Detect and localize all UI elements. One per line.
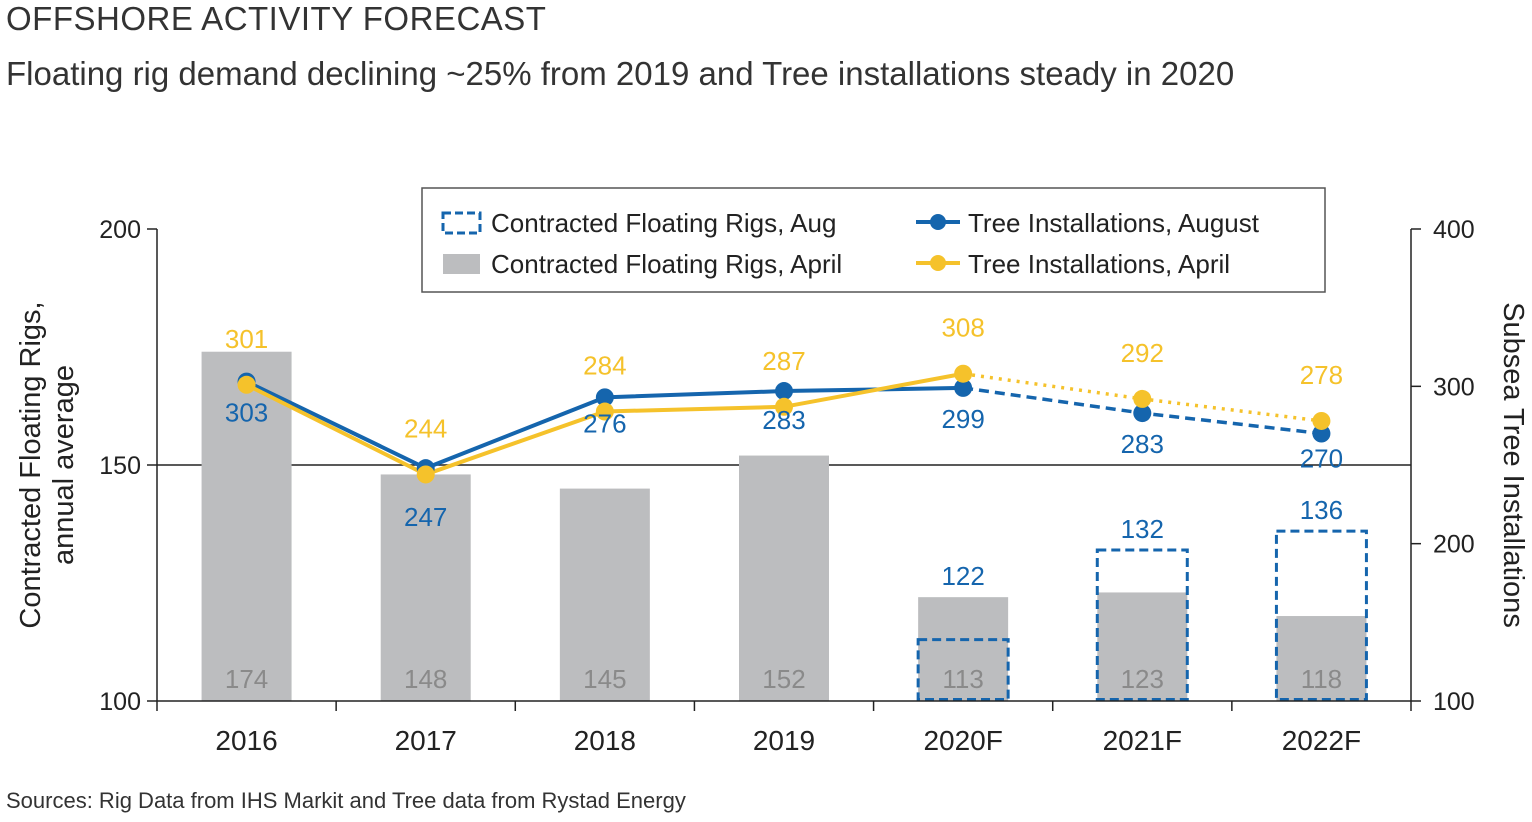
april-label-2019: 287: [762, 346, 805, 376]
bar-top-label-2020F: 122: [941, 561, 984, 591]
april-label-2016: 301: [225, 324, 268, 354]
august-label-2021F: 283: [1121, 429, 1164, 459]
legend-label-april-line: Tree Installations, April: [968, 249, 1230, 279]
bar-bottom-label-2016: 174: [225, 664, 268, 694]
august-label-2017: 247: [404, 502, 447, 532]
april-label-2018: 284: [583, 351, 626, 381]
chart-title: OFFSHORE ACTIVITY FORECAST: [6, 0, 547, 37]
legend-label-april-bars: Contracted Floating Rigs, April: [491, 249, 842, 279]
y-axis-title-left-line-1: annual average: [48, 365, 80, 565]
chart-subtitle: Floating rig demand declining ~25% from …: [6, 55, 1235, 92]
bar-bottom-label-2021F: 123: [1121, 664, 1164, 694]
bar-bottom-label-2018: 145: [583, 664, 626, 694]
bar-bottom-label-2017: 148: [404, 664, 447, 694]
bar-bottom-label-2022F: 118: [1301, 664, 1342, 694]
august-label-2018: 276: [583, 408, 626, 438]
legend-label-aug-bars: Contracted Floating Rigs, Aug: [491, 208, 836, 238]
april-label-2022F: 278: [1300, 360, 1343, 390]
legend-label-august-line: Tree Installations, August: [968, 208, 1260, 238]
august-label-2016: 303: [225, 398, 268, 428]
bar-top-label-2021F: 132: [1121, 514, 1164, 544]
point-august-2021F: [1133, 404, 1152, 423]
bar-april-2020F: [918, 597, 1009, 701]
august-label-2019: 283: [762, 405, 805, 435]
right-tick-label-300: 300: [1433, 373, 1475, 401]
x-label-2017: 2017: [395, 725, 457, 756]
point-april-2020F: [954, 364, 973, 383]
bar-aug-2022F: [1274, 529, 1368, 702]
point-april-2022F: [1312, 411, 1331, 430]
april-label-2021F: 292: [1121, 338, 1164, 368]
x-label-2020F: 2020F: [923, 725, 1002, 756]
point-august-2020F: [954, 378, 973, 397]
legend-swatch-aug-bars: [441, 211, 482, 235]
point-april-2018: [595, 402, 614, 421]
bar-april-2017: [380, 474, 471, 701]
legend-box: [421, 187, 1326, 293]
bar-april-2018: [559, 488, 650, 701]
legend-swatch-april-bars: [443, 254, 480, 274]
point-august-2022F: [1312, 424, 1331, 443]
point-april-2016: [237, 375, 256, 394]
right-tick-label-200: 200: [1433, 531, 1475, 559]
bar-april-2022F: [1276, 616, 1367, 701]
point-april-2019: [775, 397, 793, 416]
bar-bottom-label-2020F: 113: [942, 664, 983, 694]
y-axis-title-left-line-0: Contracted Floating Rigs,: [15, 301, 47, 628]
point-august-2018: [595, 388, 614, 407]
left-tick-label-200: 200: [99, 216, 141, 244]
right-tick-label-400: 400: [1433, 216, 1475, 244]
bar-aug-2020F: [916, 638, 1010, 702]
legend-marker-august-line: [930, 214, 946, 230]
bar-april-2016: [201, 351, 292, 701]
bar-aug-2021F: [1095, 548, 1189, 702]
august-label-2020F: 299: [941, 404, 984, 434]
bar-top-label-2022F: 136: [1300, 495, 1343, 525]
left-tick-label-150: 150: [99, 452, 141, 480]
x-label-2018: 2018: [574, 725, 636, 756]
point-april-2021F: [1133, 389, 1152, 408]
x-label-2016: 2016: [215, 725, 277, 756]
august-label-2022F: 270: [1300, 444, 1343, 474]
y-axis-title-right: Subsea Tree Installations: [1497, 302, 1529, 628]
left-tick-label-100: 100: [99, 688, 141, 716]
source-note: Sources: Rig Data from IHS Markit and Tr…: [6, 788, 686, 813]
april-label-2020F: 308: [941, 313, 984, 343]
legend-marker-april-line: [930, 255, 946, 271]
x-label-2021F: 2021F: [1103, 725, 1182, 756]
right-tick-label-100: 100: [1433, 688, 1475, 716]
bar-bottom-label-2019: 152: [762, 664, 805, 694]
y-axis-title-left: Contracted Floating Rigs,annual average: [15, 301, 80, 628]
point-august-2019: [775, 382, 793, 401]
x-label-2019: 2019: [753, 725, 815, 756]
point-april-2017: [416, 465, 435, 484]
x-label-2022F: 2022F: [1282, 725, 1361, 756]
april-label-2017: 244: [404, 413, 447, 443]
bar-april-2019: [739, 455, 829, 701]
bar-april-2021F: [1097, 592, 1188, 701]
